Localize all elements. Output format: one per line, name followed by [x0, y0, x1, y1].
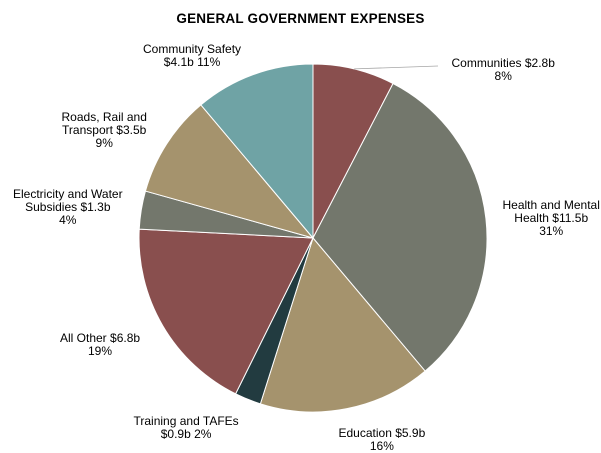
- data-label-line: 31%: [539, 224, 564, 238]
- data-label-training: Training and TAFEs $0.9b 2%: [134, 415, 239, 441]
- data-label-line: 4%: [59, 213, 77, 227]
- data-label-education: Education $5.9b 16%: [339, 427, 426, 453]
- data-label-line: Education $5.9b: [338, 426, 426, 440]
- data-label-line: Transport $3.5b: [62, 123, 147, 137]
- data-label-line: Roads, Rail and: [61, 110, 147, 124]
- data-label-other: All Other $6.8b 19%: [60, 332, 140, 358]
- data-label-roads: Roads, Rail and Transport $3.5b 9%: [62, 111, 147, 150]
- data-label-line: 16%: [369, 439, 394, 453]
- pie-slice-other: [138, 228, 314, 395]
- data-label-health: Health and Mental Health $11.5b 31%: [503, 199, 600, 238]
- pie-slice-education: [259, 236, 426, 413]
- data-label-electricity: Electricity and Water Subsidies $1.3b 4%: [13, 188, 123, 227]
- data-label-line: Communities $2.8b: [451, 56, 555, 70]
- data-label-line: Electricity and Water: [13, 187, 123, 201]
- data-label-line: 19%: [88, 344, 113, 358]
- data-label-line: All Other $6.8b: [60, 331, 141, 345]
- data-label-line: 8%: [494, 69, 512, 83]
- pie-slice-safety: [200, 63, 314, 240]
- leader-line-communities: [354, 65, 439, 70]
- data-label-line: Subsidies $1.3b: [25, 200, 111, 214]
- data-label-line: $0.9b 2%: [160, 427, 212, 441]
- data-label-communities: Communities $2.8b 8%: [452, 57, 555, 83]
- data-label-line: Health $11.5b: [514, 211, 589, 225]
- chart-title: GENERAL GOVERNMENT EXPENSES: [176, 11, 425, 26]
- data-label-line: $4.1b 11%: [163, 55, 221, 69]
- data-label-line: Community Safety: [143, 42, 242, 56]
- data-label-safety: Community Safety $4.1b 11%: [143, 43, 241, 69]
- data-label-line: Training and TAFEs: [133, 414, 239, 428]
- pie-slice-roads: [144, 104, 315, 239]
- pie-slice-health: [312, 82, 488, 372]
- data-label-line: Health and Mental: [502, 198, 600, 212]
- data-label-line: 9%: [95, 136, 113, 150]
